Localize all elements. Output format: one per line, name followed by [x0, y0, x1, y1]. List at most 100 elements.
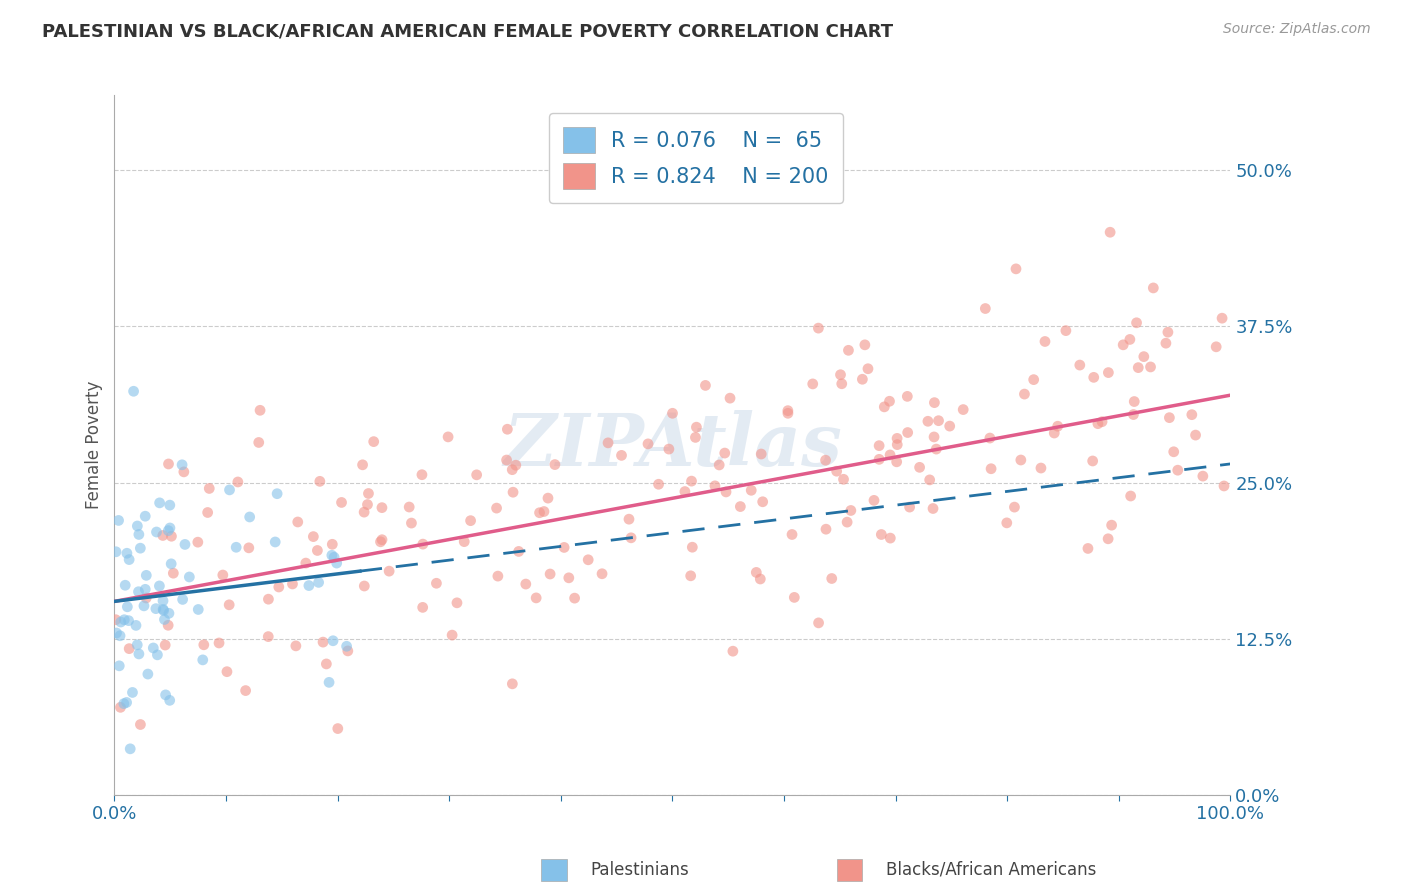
Point	[591, 566, 613, 581]
Point	[302, 530, 325, 544]
Point	[1077, 541, 1099, 556]
Point	[159, 521, 181, 535]
Point	[830, 368, 852, 382]
Point	[308, 575, 330, 590]
Point	[918, 473, 941, 487]
Point	[1133, 350, 1156, 364]
Point	[1181, 408, 1204, 422]
Point	[938, 419, 960, 434]
Point	[398, 500, 420, 514]
Point	[121, 685, 143, 699]
Point	[145, 524, 167, 539]
Point	[1167, 463, 1189, 477]
Point	[496, 422, 519, 436]
Point	[713, 446, 735, 460]
Point	[108, 658, 131, 673]
Point	[501, 677, 523, 691]
Point	[681, 540, 703, 554]
Point	[136, 667, 159, 681]
Point	[709, 458, 731, 472]
Point	[658, 442, 681, 456]
Point	[704, 479, 727, 493]
Point	[1014, 387, 1036, 401]
Point	[187, 602, 209, 616]
Point	[544, 458, 567, 472]
Point	[226, 475, 249, 489]
Point	[1046, 419, 1069, 434]
Point	[257, 630, 280, 644]
Point	[330, 495, 353, 509]
Point	[825, 464, 848, 478]
Point	[1004, 500, 1026, 515]
Point	[1101, 518, 1123, 533]
Point	[853, 338, 876, 352]
Point	[1154, 336, 1177, 351]
Point	[117, 599, 139, 614]
Point	[714, 484, 737, 499]
Point	[257, 592, 280, 607]
Point	[153, 638, 176, 652]
Point	[807, 321, 830, 335]
Point	[401, 516, 423, 530]
Text: PALESTINIAN VS BLACK/AFRICAN AMERICAN FEMALE POVERTY CORRELATION CHART: PALESTINIAN VS BLACK/AFRICAN AMERICAN FE…	[42, 22, 893, 40]
Point	[1119, 333, 1142, 347]
Point	[730, 500, 752, 514]
Point	[135, 591, 157, 605]
Point	[460, 514, 482, 528]
Point	[425, 576, 447, 591]
Point	[127, 519, 149, 533]
Point	[152, 602, 174, 616]
Point	[928, 414, 950, 428]
Point	[1159, 410, 1181, 425]
Point	[1097, 366, 1119, 380]
Point	[118, 552, 141, 566]
Point	[321, 549, 343, 563]
Point	[107, 513, 129, 527]
Point	[974, 301, 997, 316]
Point	[821, 572, 844, 586]
Point	[322, 633, 344, 648]
Point	[128, 584, 150, 599]
Point	[485, 501, 508, 516]
Point	[179, 570, 201, 584]
Text: Blacks/African Americans: Blacks/African Americans	[886, 861, 1097, 879]
Point	[839, 503, 862, 517]
Point	[172, 592, 194, 607]
Point	[685, 420, 707, 434]
Point	[191, 653, 214, 667]
Text: Source: ZipAtlas.com: Source: ZipAtlas.com	[1223, 22, 1371, 37]
Point	[1043, 425, 1066, 440]
Point	[371, 500, 394, 515]
Point	[922, 501, 945, 516]
Point	[235, 683, 257, 698]
Point	[1157, 325, 1180, 339]
Point	[721, 644, 744, 658]
Point	[1081, 454, 1104, 468]
Point	[198, 482, 221, 496]
Point	[411, 467, 433, 482]
Point	[249, 403, 271, 417]
Point	[128, 647, 150, 661]
Point	[352, 458, 374, 472]
Point	[647, 477, 669, 491]
Point	[620, 531, 643, 545]
Point	[908, 460, 931, 475]
Point	[1211, 311, 1233, 326]
Point	[153, 612, 176, 626]
Point	[218, 598, 240, 612]
Point	[281, 577, 304, 591]
Point	[679, 569, 702, 583]
Point	[783, 591, 806, 605]
Point	[1022, 373, 1045, 387]
Point	[307, 543, 329, 558]
Point	[564, 591, 586, 606]
Point	[287, 515, 309, 529]
Point	[159, 693, 181, 707]
Point	[1029, 461, 1052, 475]
Point	[298, 578, 321, 592]
Point	[225, 541, 247, 555]
Point	[1123, 394, 1146, 409]
Point	[197, 506, 219, 520]
Point	[115, 696, 138, 710]
Point	[553, 541, 575, 555]
